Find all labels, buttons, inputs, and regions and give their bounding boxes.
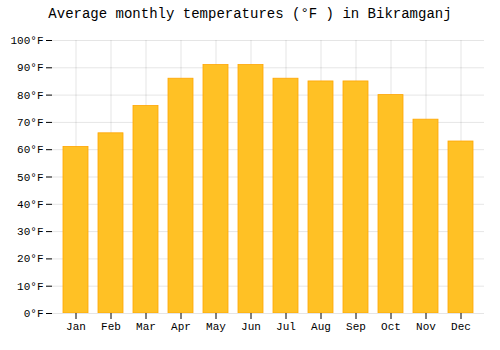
svg-text:30°F: 30°F [17,226,43,238]
svg-text:Jun: Jun [241,321,261,333]
svg-text:Mar: Mar [136,321,156,333]
svg-text:20°F: 20°F [17,253,43,265]
svg-text:70°F: 70°F [17,117,43,129]
svg-text:90°F: 90°F [17,62,43,74]
svg-text:40°F: 40°F [17,199,43,211]
svg-text:Jul: Jul [276,321,296,333]
svg-text:10°F: 10°F [17,281,43,293]
svg-text:Apr: Apr [171,321,191,333]
svg-text:80°F: 80°F [17,90,43,102]
svg-text:Jan: Jan [66,321,86,333]
svg-text:May: May [206,321,226,333]
html-text:Average monthly temperatures (: Average monthly temperatures (°F ) in Bi… [48,6,452,22]
svg-text:50°F: 50°F [17,172,43,184]
svg-text:Aug: Aug [311,321,331,333]
svg-text:Nov: Nov [416,321,436,333]
svg-text:Oct: Oct [381,321,401,333]
svg-text:Feb: Feb [101,321,121,333]
svg-text:Sep: Sep [346,321,366,333]
svg-text:60°F: 60°F [17,144,43,156]
svg-text:100°F: 100°F [10,35,43,47]
svg-text:0°F: 0°F [24,308,44,320]
svg-text:Dec: Dec [451,321,471,333]
